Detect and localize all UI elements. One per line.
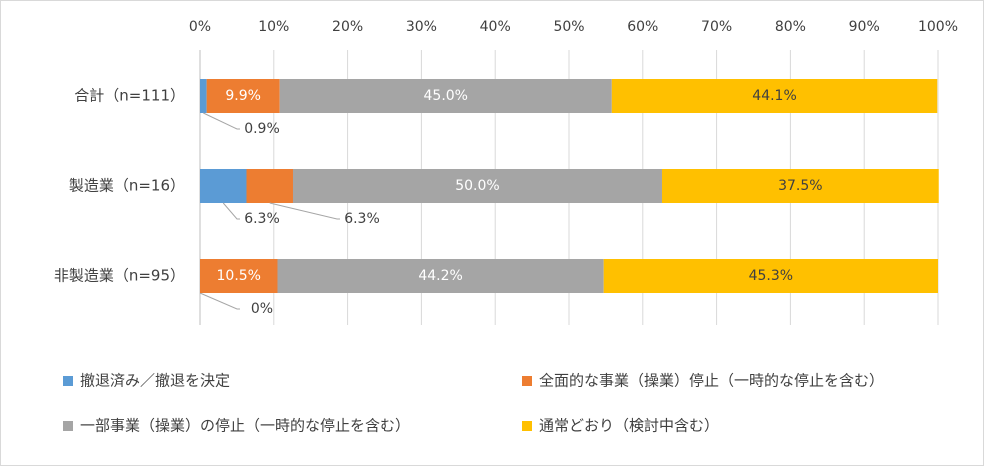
x-tick-label: 100% [918,19,958,35]
legend-label: 通常どおり（検討中含む） [539,417,719,435]
legend-marker [522,421,532,431]
x-tick-label: 10% [258,19,289,35]
data-label: 45.0% [424,88,468,104]
y-tick-label: 非製造業（n=95） [54,267,185,285]
bar-segment [603,259,938,293]
bar-segment [200,169,247,203]
bar-segment [292,169,662,203]
x-tick-label: 0% [189,19,211,35]
legend-label: 撤退済み／撤退を決定 [80,372,230,390]
data-label: 6.3% [244,211,280,227]
x-tick-label: 20% [332,19,363,35]
data-label: 37.5% [778,178,822,194]
bar-segment [611,79,938,113]
y-tick-label: 合計（n=111） [74,87,185,105]
bar-segment [277,259,604,293]
data-label: 9.9% [225,88,261,104]
bar-segment [661,169,939,203]
data-label: 44.1% [752,88,796,104]
y-tick-label: 製造業（n=16） [69,177,185,195]
legend-marker [63,421,73,431]
x-tick-label: 90% [849,19,880,35]
legend-label: 全面的な事業（操業）停止（一時的な停止を含む） [539,372,884,390]
legend-marker [522,376,532,386]
bar-segment [246,169,293,203]
data-label: 45.3% [749,268,793,284]
leader-line [269,202,340,220]
legend-marker [63,376,73,386]
data-label: 6.3% [344,211,380,227]
legend-label: 一部事業（操業）の停止（一時的な停止を含む） [80,417,410,435]
data-label: 50.0% [455,178,499,194]
leader-line [222,202,240,220]
leader-line [203,112,240,130]
data-label: 44.2% [418,268,462,284]
bar-segment [200,79,207,113]
x-tick-label: 60% [627,19,658,35]
bar-segment [200,259,278,293]
leader-line [199,292,240,310]
x-tick-label: 30% [406,19,437,35]
data-label: 0% [251,301,273,317]
bar-segment [206,79,280,113]
x-tick-label: 40% [480,19,511,35]
bar-segment [279,79,612,113]
data-label: 0.9% [244,121,280,137]
x-tick-label: 70% [701,19,732,35]
x-tick-label: 50% [553,19,584,35]
x-tick-label: 80% [775,19,806,35]
data-label: 10.5% [217,268,261,284]
